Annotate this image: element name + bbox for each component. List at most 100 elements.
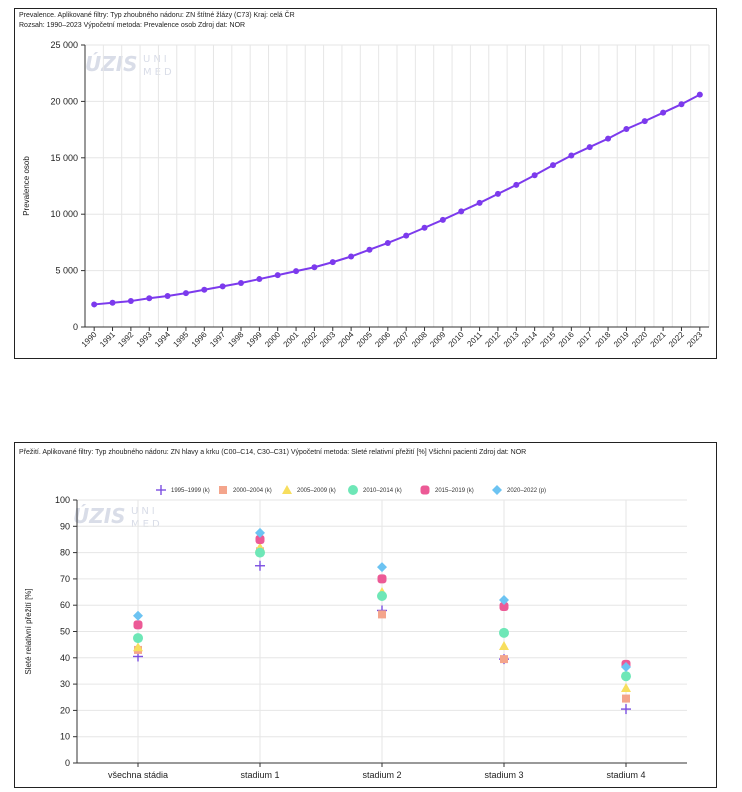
x-tick-label: 2012 xyxy=(483,330,502,349)
prevalence-data-point xyxy=(91,301,98,308)
data-point-diamond xyxy=(377,562,387,573)
data-point-triangle xyxy=(621,683,631,693)
legend-marker-plus xyxy=(156,485,166,495)
uzis-watermark-logo: ÚZIS UNI MED xyxy=(73,504,160,530)
y-axis-title: Sleté relativní přežití [%] xyxy=(24,588,33,674)
prevalence-data-point xyxy=(256,276,263,283)
data-point-circle xyxy=(499,627,509,638)
prevalence-data-point xyxy=(586,144,593,151)
prevalence-data-point xyxy=(366,246,373,253)
legend-item: 2000–2004 (k) xyxy=(219,486,272,494)
prevalence-data-point xyxy=(164,292,171,299)
legend-label: 2000–2004 (k) xyxy=(233,488,272,494)
legend-label: 1995–1999 (k) xyxy=(171,488,210,494)
prevalence-data-point xyxy=(513,181,520,188)
data-point-roundsquare xyxy=(499,602,509,612)
x-tick-label: 2021 xyxy=(649,330,668,349)
survival-caption-filters: Přežití. Aplikované filtry: Typ zhoubnéh… xyxy=(19,449,527,456)
x-tick-label: 2009 xyxy=(428,330,447,349)
legend-item: 2020–2022 (p) xyxy=(492,485,546,495)
x-tick-label: 2006 xyxy=(373,330,392,349)
prevalence-data-point xyxy=(568,152,575,159)
x-tick-label: 2018 xyxy=(594,330,613,349)
data-point-roundsquare xyxy=(133,620,143,630)
x-tick-label: 1996 xyxy=(190,330,209,349)
legend-label: 2020–2022 (p) xyxy=(507,488,546,494)
x-tick-label: 2010 xyxy=(447,330,466,349)
x-tick-label: 1993 xyxy=(135,330,154,349)
prevalence-data-point xyxy=(127,298,134,305)
x-tick-label: 2001 xyxy=(282,330,301,349)
x-tick-label: 1992 xyxy=(116,330,135,349)
watermark-uni-text: UNI xyxy=(143,54,170,65)
legend-label: 2005–2009 (k) xyxy=(297,488,336,494)
prevalence-series-line xyxy=(94,93,701,306)
data-point-circle xyxy=(377,590,387,601)
watermark-med-text: MED xyxy=(143,67,175,78)
prevalence-data-point xyxy=(678,101,685,108)
prevalence-data-point xyxy=(696,91,703,98)
prevalence-data-point xyxy=(641,118,648,125)
data-point-diamond xyxy=(621,662,631,673)
x-tick-label: 2013 xyxy=(502,330,521,349)
data-point-square xyxy=(500,655,508,664)
data-point-triangle xyxy=(499,640,509,650)
prevalence-data-point xyxy=(311,264,318,271)
x-category-label: stadium 1 xyxy=(240,770,279,780)
x-tick-label: 2011 xyxy=(465,330,484,349)
prevalence-data-point xyxy=(458,208,465,215)
prevalence-data-point xyxy=(219,283,226,290)
legend-marker-square xyxy=(219,486,227,494)
y-tick-label: 15 000 xyxy=(50,153,78,163)
prevalence-data-point xyxy=(238,280,244,287)
y-tick-label: 60 xyxy=(60,600,70,610)
legend-item: 2005–2009 (k) xyxy=(282,485,336,494)
data-point-plus xyxy=(621,704,631,715)
legend-item: 1995–1999 (k) xyxy=(156,485,210,495)
survival-legend: 1995–1999 (k) 2000–2004 (k) 2005–2009 (k) 2… xyxy=(156,485,546,495)
prevalence-caption-range: Rozsah: 1990–2023 Výpočetní metoda: Prev… xyxy=(19,22,246,29)
x-category-label: všechna stádia xyxy=(108,770,168,780)
legend-label: 2015–2019 (k) xyxy=(435,488,474,494)
uzis-watermark-logo: ÚZIS UNI MED xyxy=(85,52,175,78)
y-tick-label: 10 xyxy=(60,732,70,742)
prevalence-data-point xyxy=(109,299,116,306)
prevalence-data-point xyxy=(494,190,501,197)
x-tick-label: 2014 xyxy=(520,330,539,349)
legend-item: 2010–2014 (k) xyxy=(348,485,402,495)
y-axis-title: Prevalence osob xyxy=(22,156,31,216)
data-point-circle xyxy=(621,671,631,682)
x-tick-label: 2003 xyxy=(318,330,337,349)
prevalence-chart-panel: Prevalence. Aplikované filtry: Typ zhoub… xyxy=(14,8,717,359)
x-tick-label: 2000 xyxy=(263,330,282,349)
x-tick-label: 1994 xyxy=(153,330,172,349)
watermark-uzis-text: ÚZIS xyxy=(73,504,126,528)
y-tick-label: 0 xyxy=(73,322,78,332)
x-tick-label: 2022 xyxy=(667,330,686,349)
prevalence-data-point xyxy=(605,135,612,142)
x-tick-label: 2008 xyxy=(410,330,429,349)
data-point-roundsquare xyxy=(377,574,387,584)
prevalence-data-point xyxy=(329,259,336,266)
legend-label: 2010–2014 (k) xyxy=(363,488,402,494)
y-tick-label: 10 000 xyxy=(50,209,78,219)
prevalence-data-point xyxy=(403,232,410,239)
prevalence-data-point xyxy=(293,268,300,275)
y-tick-label: 5 000 xyxy=(55,266,78,276)
prevalence-data-point xyxy=(274,272,281,279)
y-tick-label: 25 000 xyxy=(50,40,78,50)
prevalence-data-point xyxy=(421,224,428,231)
x-category-label: stadium 3 xyxy=(484,770,523,780)
data-point-square xyxy=(378,610,386,619)
x-tick-label: 2023 xyxy=(685,330,704,349)
x-tick-label: 2020 xyxy=(630,330,649,349)
legend-marker-circle xyxy=(348,485,358,495)
survival-chart-panel: Přežití. Aplikované filtry: Typ zhoubnéh… xyxy=(14,442,717,788)
y-tick-label: 0 xyxy=(65,758,70,768)
y-tick-label: 50 xyxy=(60,627,70,637)
x-category-label: stadium 2 xyxy=(362,770,401,780)
x-tick-label: 2016 xyxy=(557,330,576,349)
data-point-circle xyxy=(255,547,265,558)
prevalence-data-point xyxy=(182,290,189,297)
